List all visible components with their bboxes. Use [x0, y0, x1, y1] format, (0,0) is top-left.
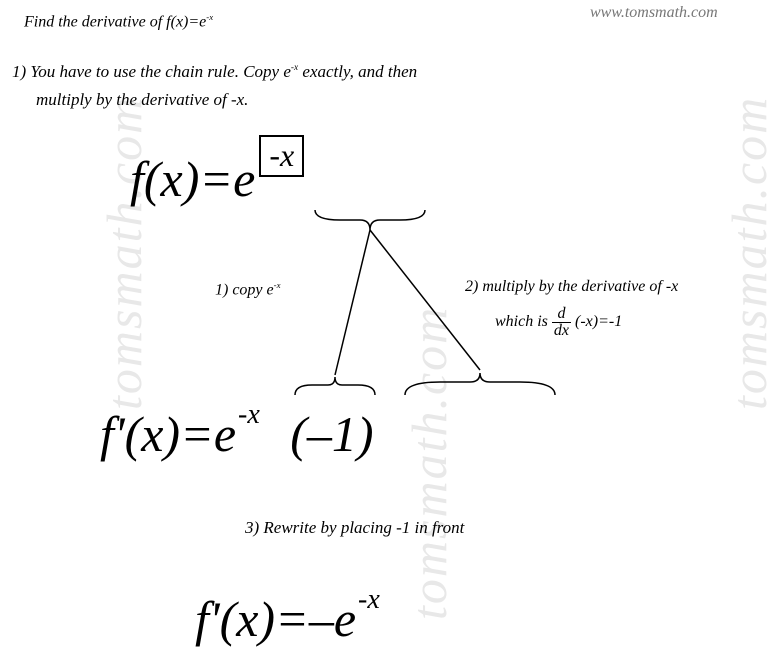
equation-3: f'(x)=–e-x: [195, 590, 378, 648]
ann-mult-line2b: (-x)=-1: [575, 313, 622, 330]
overbrace-eq2-left: [290, 375, 380, 400]
eq2-exp: -x: [238, 399, 260, 430]
overbrace-eq2-right: [400, 370, 560, 400]
eq2-rhs: (–1): [290, 406, 373, 462]
equation-2: f'(x)=e-x (–1): [100, 405, 374, 463]
ann-mult-line2: which is d dx (-x)=-1: [495, 306, 765, 339]
ann-copy-text: 1) copy e: [215, 281, 274, 298]
ann-mult-line2a: which is: [495, 313, 552, 330]
step3-text: 3) Rewrite by placing -1 in front: [245, 518, 464, 538]
annotation-copy: 1) copy e-x: [215, 280, 280, 299]
ann-copy-exp: -x: [274, 280, 281, 290]
frac-den: dx: [552, 323, 571, 339]
annotation-multiply: 2) multiply by the derivative of -x whic…: [465, 278, 765, 339]
frac-num: d: [552, 306, 571, 323]
eq2-lhs: f'(x)=e: [100, 406, 236, 462]
eq3-exp: -x: [358, 584, 380, 615]
ann-mult-line1: 2) multiply by the derivative of -x: [465, 278, 765, 296]
eq3-lhs: f'(x)=–e: [195, 591, 356, 647]
fraction-ddx: d dx: [552, 306, 571, 339]
